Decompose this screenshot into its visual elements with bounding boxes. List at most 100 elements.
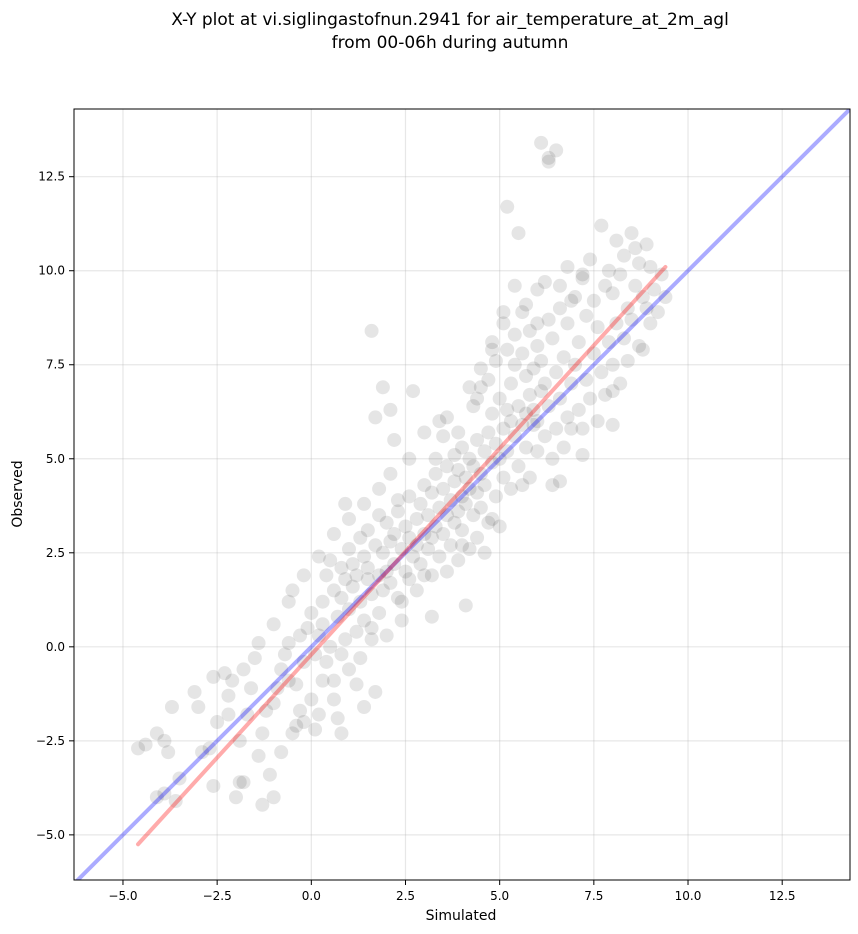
data-point (398, 519, 413, 534)
data-point (632, 256, 647, 271)
data-point (560, 259, 575, 274)
data-point (323, 639, 338, 654)
data-point (466, 508, 481, 523)
data-point (447, 448, 462, 463)
data-point (360, 572, 375, 587)
data-point (341, 542, 356, 557)
data-point (515, 478, 530, 493)
data-point (598, 278, 613, 293)
x-tick-label: 5.0 (490, 889, 509, 903)
y-tick-label: 5.0 (46, 452, 65, 466)
grid-lines (74, 109, 850, 880)
data-point (526, 402, 541, 417)
data-point (375, 545, 390, 560)
data-point (330, 609, 345, 624)
data-point (259, 703, 274, 718)
data-point (462, 542, 477, 557)
data-point (541, 312, 556, 327)
data-point (417, 568, 432, 583)
data-point (251, 636, 266, 651)
data-point (360, 560, 375, 575)
data-point (149, 790, 164, 805)
data-point (537, 429, 552, 444)
data-point (432, 500, 447, 515)
data-point (296, 654, 311, 669)
chart-title-line-1: X-Y plot at vi.siglingastofnun.2941 for … (171, 10, 729, 30)
data-point (635, 342, 650, 357)
data-point (417, 478, 432, 493)
data-point (364, 621, 379, 636)
data-point (496, 305, 511, 320)
data-point (455, 489, 469, 504)
data-point (549, 421, 564, 436)
data-point (534, 384, 549, 399)
data-point (511, 459, 526, 474)
data-point (206, 669, 221, 684)
data-point (157, 733, 172, 748)
data-point (643, 316, 658, 331)
data-point (601, 335, 616, 350)
data-point (564, 293, 579, 308)
data-point (319, 568, 334, 583)
data-point (334, 590, 349, 605)
data-point (345, 579, 360, 594)
data-point (432, 549, 447, 564)
data-point (443, 493, 458, 508)
x-tick-label: 10.0 (675, 889, 702, 903)
data-point (571, 402, 586, 417)
data-point (586, 293, 601, 308)
data-point (390, 590, 405, 605)
data-point (285, 726, 300, 741)
data-point (462, 380, 477, 395)
data-point (308, 647, 323, 662)
data-point (458, 496, 473, 511)
data-point (161, 745, 176, 760)
data-point (639, 237, 654, 252)
data-point (334, 726, 349, 741)
data-point (289, 677, 304, 692)
data-point (326, 526, 341, 541)
data-point (590, 320, 605, 335)
data-point (364, 632, 379, 647)
y-tick-label: 7.5 (46, 358, 65, 372)
data-point (605, 357, 620, 372)
x-axis-label: Simulated (426, 908, 497, 924)
data-point (477, 444, 492, 459)
y-tick-label: 10.0 (38, 264, 65, 278)
data-point (168, 794, 183, 809)
data-point (455, 538, 469, 553)
data-point (349, 677, 364, 692)
data-point (624, 226, 639, 241)
data-point (586, 346, 601, 361)
data-point (424, 485, 439, 500)
data-point (650, 305, 665, 320)
data-point (232, 775, 247, 790)
data-point (406, 384, 421, 399)
data-point (598, 387, 613, 402)
data-point (326, 583, 341, 598)
data-point (421, 508, 436, 523)
data-point (409, 583, 424, 598)
data-point (439, 410, 454, 425)
data-point (594, 218, 609, 233)
data-point (315, 617, 330, 632)
data-point (515, 346, 530, 361)
data-point (500, 402, 515, 417)
data-point (221, 707, 236, 722)
data-point (485, 335, 500, 350)
data-point (500, 444, 515, 459)
data-point (244, 681, 259, 696)
data-point (503, 481, 518, 496)
data-point (383, 466, 398, 481)
data-point (609, 316, 624, 331)
data-point (424, 568, 439, 583)
data-point (620, 301, 635, 316)
data-point (575, 421, 590, 436)
data-point (364, 587, 379, 602)
data-point (485, 511, 500, 526)
data-point (583, 391, 598, 406)
data-point (341, 602, 356, 617)
data-point (488, 436, 503, 451)
data-point (387, 557, 402, 572)
